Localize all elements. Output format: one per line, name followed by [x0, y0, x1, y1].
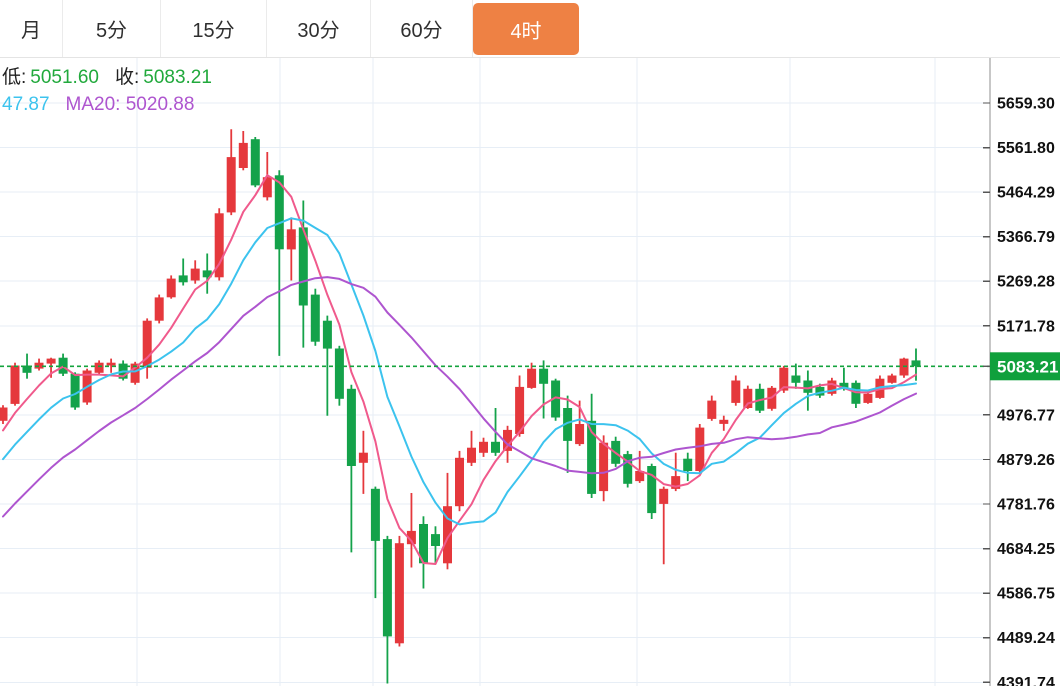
timeframe-tab-5[interactable]: 60分 — [371, 0, 473, 57]
timeframe-tab-3[interactable]: 15分 — [161, 0, 267, 57]
timeframe-tab-1[interactable]: 月 — [0, 0, 63, 57]
timeframe-tab-6[interactable]: 4时 — [473, 3, 579, 55]
timeframe-tab-4[interactable]: 30分 — [267, 0, 371, 57]
timeframe-tab-label: 月 — [21, 20, 41, 42]
y-gridlines — [0, 58, 990, 686]
ma10-line — [2, 217, 917, 526]
timeframe-tab-label: 4时 — [510, 20, 542, 43]
timeframe-tab-label: 30分 — [297, 20, 340, 42]
axis-tick-label: 5561.80 — [997, 140, 1055, 157]
timeframe-tab-2[interactable]: 5分 — [63, 0, 161, 57]
axis-tick-label: 4781.76 — [997, 497, 1055, 514]
price-info-label: 低: — [2, 67, 27, 88]
axis-tick-label: 4976.77 — [997, 407, 1055, 424]
svg-text:5083.21: 5083.21 — [997, 357, 1058, 376]
price-info-pair: 收: 5083.21 — [115, 67, 212, 88]
axis-tick-label: 4586.75 — [997, 586, 1055, 603]
axis-tick-label: 5269.28 — [997, 274, 1055, 291]
price-info-label: 收: — [114, 67, 140, 88]
axis-tick-label: 4684.25 — [997, 541, 1055, 558]
price-info-value: 5051.60 — [30, 67, 99, 88]
current-price-tag: 5083.21 — [983, 352, 1060, 381]
ma5-line — [2, 174, 917, 565]
timeframe-tab-label: 60分 — [400, 20, 443, 42]
timeframe-tab-label: 5分 — [95, 20, 128, 42]
axis-tick-label: 5659.30 — [997, 96, 1055, 113]
price-info-value: 5083.21 — [143, 67, 212, 88]
ma-info-line: 47.87 MA20: 5020.88 — [2, 91, 228, 118]
timeframe-tabs: 月 5分 15分 30分 60分 4时 — [0, 0, 1060, 58]
axis-tick-label: 5464.29 — [997, 185, 1055, 202]
tabbar-empty-space — [579, 0, 1060, 57]
axis-tick-label: 5171.78 — [997, 318, 1055, 335]
ohlc-info-bar: 低: 5051.60 收: 5083.21 47.87 MA20: 5020.88 — [2, 64, 228, 118]
axis-tick-label: 5366.79 — [997, 229, 1055, 246]
ohlc-info-line: 低: 5051.60 收: 5083.21 — [2, 64, 228, 91]
price-info-pair: 低: 5051.60 — [2, 67, 99, 88]
ma-info-value-ma20: MA20: 5020.88 — [65, 94, 195, 115]
axis-tick-label: 4489.24 — [997, 630, 1055, 647]
axis-tick-label: 4391.74 — [997, 675, 1055, 686]
ma-info-value-ma10: 47.87 — [2, 94, 50, 115]
timeframe-tab-label: 15分 — [192, 20, 235, 42]
axis-tick-label: 4879.26 — [997, 452, 1055, 469]
price-axis: 5659.30 5561.80 5464.29 5366.79 5269.28 5171.… — [983, 58, 1055, 686]
ma20-line — [2, 276, 917, 518]
